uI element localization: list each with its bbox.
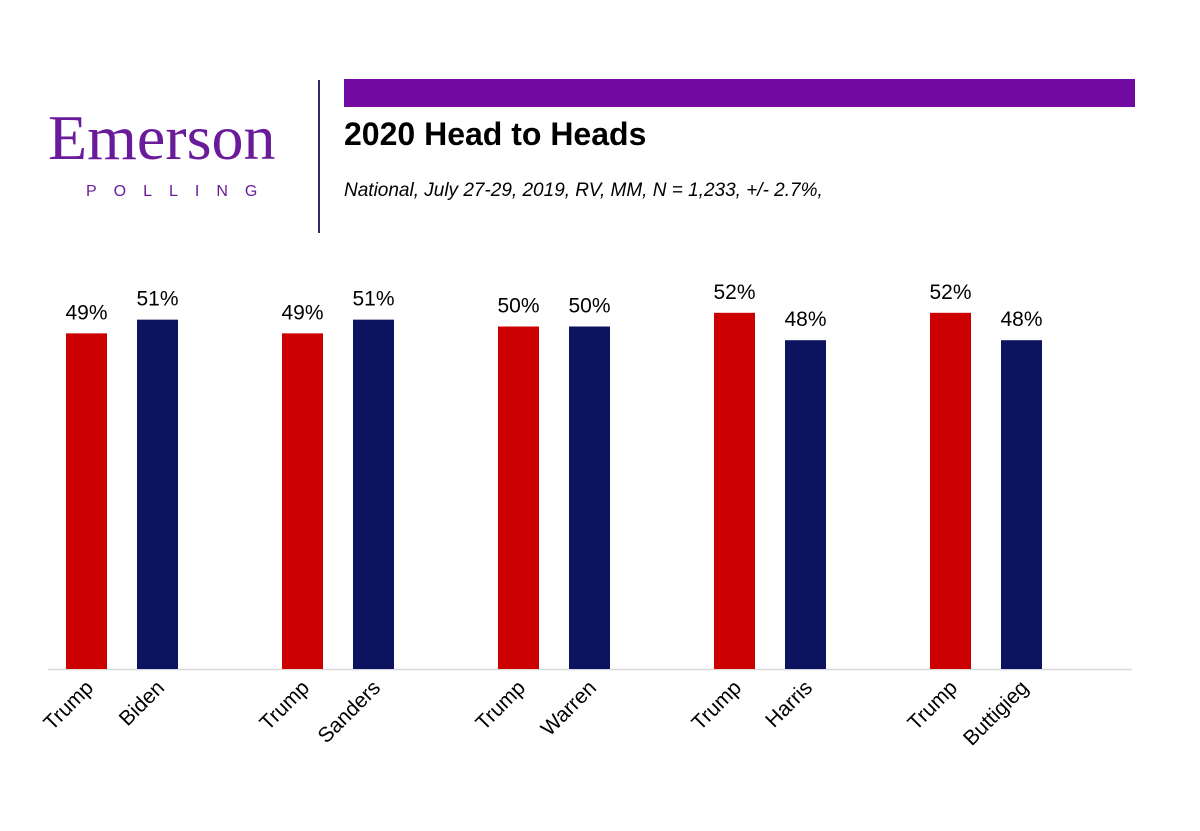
category-label: Trump — [903, 676, 962, 735]
category-label: Trump — [255, 676, 314, 735]
bar-biden-0 — [137, 319, 178, 669]
chart-title: 2020 Head to Heads — [344, 116, 647, 152]
bar-trump-0 — [66, 333, 107, 669]
bar-trump-1 — [282, 333, 323, 669]
data-label: 52% — [713, 281, 755, 304]
category-label: Trump — [471, 676, 530, 735]
data-label: 50% — [497, 295, 539, 318]
bar-trump-2 — [498, 326, 539, 669]
bar-buttigieg-4 — [1001, 340, 1042, 669]
data-label: 51% — [352, 288, 394, 311]
category-label: Buttigieg — [959, 676, 1033, 750]
chart-subtitle: National, July 27-29, 2019, RV, MM, N = … — [344, 180, 823, 201]
data-label: 49% — [281, 301, 323, 324]
bar-trump-3 — [714, 312, 755, 669]
data-label: 48% — [1000, 308, 1042, 331]
data-label: 50% — [568, 295, 610, 318]
bar-sanders-1 — [353, 319, 394, 669]
bar-warren-2 — [569, 326, 610, 669]
emerson-logo-subtitle: POLLING — [86, 183, 275, 200]
category-label: Warren — [537, 676, 601, 740]
category-label: Harris — [761, 676, 817, 732]
bar-trump-4 — [930, 312, 971, 669]
category-label: Sanders — [313, 676, 385, 748]
data-label: 49% — [65, 301, 107, 324]
bar-harris-3 — [785, 340, 826, 669]
header-divider — [318, 80, 320, 233]
category-label: Trump — [687, 676, 746, 735]
emerson-logo-wordmark: Emerson — [48, 102, 276, 173]
category-label: Trump — [39, 676, 98, 735]
data-label: 48% — [784, 308, 826, 331]
data-label: 52% — [929, 281, 971, 304]
data-label: 51% — [136, 288, 178, 311]
accent-bar — [344, 79, 1135, 107]
category-label: Biden — [115, 676, 169, 730]
